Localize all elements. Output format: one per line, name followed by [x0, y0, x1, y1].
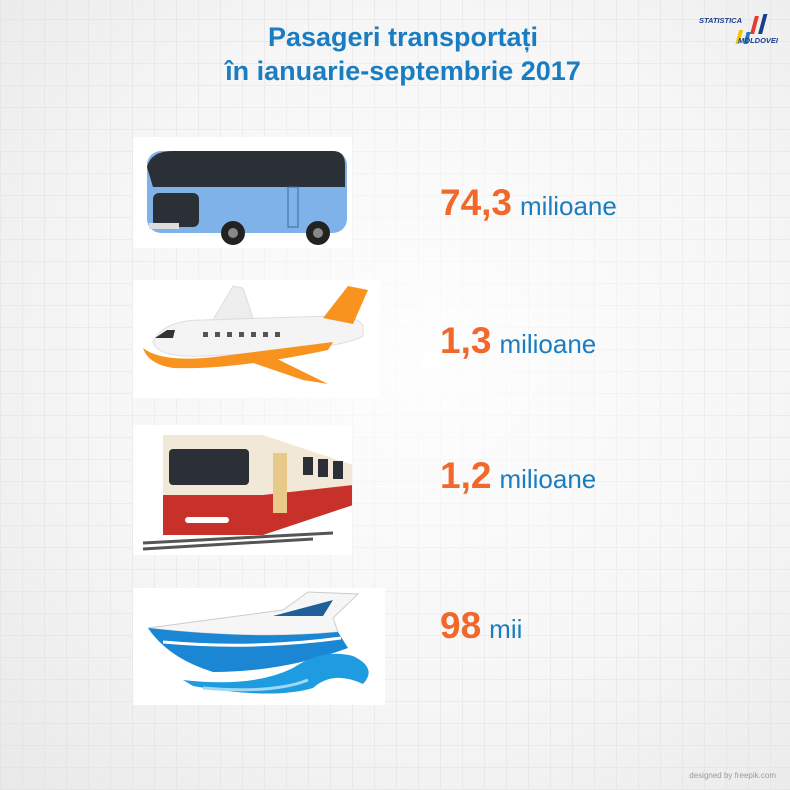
value: 74,3 [440, 182, 513, 223]
bus-illustration [133, 137, 352, 248]
unit: milioane [499, 329, 597, 359]
unit: milioane [499, 464, 597, 494]
unit: mii [489, 614, 523, 644]
value: 98 [440, 605, 482, 646]
credit: designed by freepik.com [689, 771, 776, 780]
value: 1,3 [440, 320, 492, 361]
logo-text: MOLDOVEI [737, 36, 778, 45]
unit: milioane [520, 191, 617, 221]
value: 1,2 [440, 455, 492, 496]
logo-mark [735, 14, 768, 44]
value-row: 74,3 milioane [440, 182, 617, 224]
value-row: 1,3 milioane [440, 320, 596, 362]
title-line: în ianuarie-septembrie 2017 [225, 56, 581, 86]
value-row: 98 mii [440, 605, 522, 647]
plane-illustration [133, 280, 380, 398]
train-illustration [133, 425, 352, 555]
title-line: Pasageri transportați [267, 22, 539, 52]
logo-text: STATISTICA [698, 16, 742, 25]
value-row: 1,2 milioane [440, 455, 596, 497]
boat-illustration [133, 588, 385, 705]
